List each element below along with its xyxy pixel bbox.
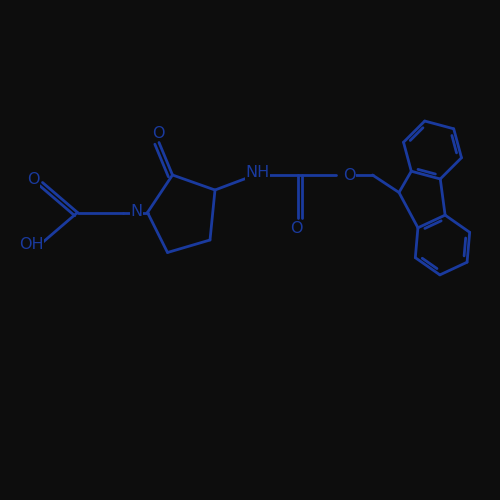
Text: N: N	[130, 204, 142, 219]
Text: O: O	[343, 168, 355, 182]
Text: O: O	[27, 172, 40, 188]
Text: O: O	[290, 221, 303, 236]
Text: O: O	[152, 126, 164, 141]
Text: NH: NH	[246, 165, 270, 180]
Text: OH: OH	[19, 238, 44, 252]
